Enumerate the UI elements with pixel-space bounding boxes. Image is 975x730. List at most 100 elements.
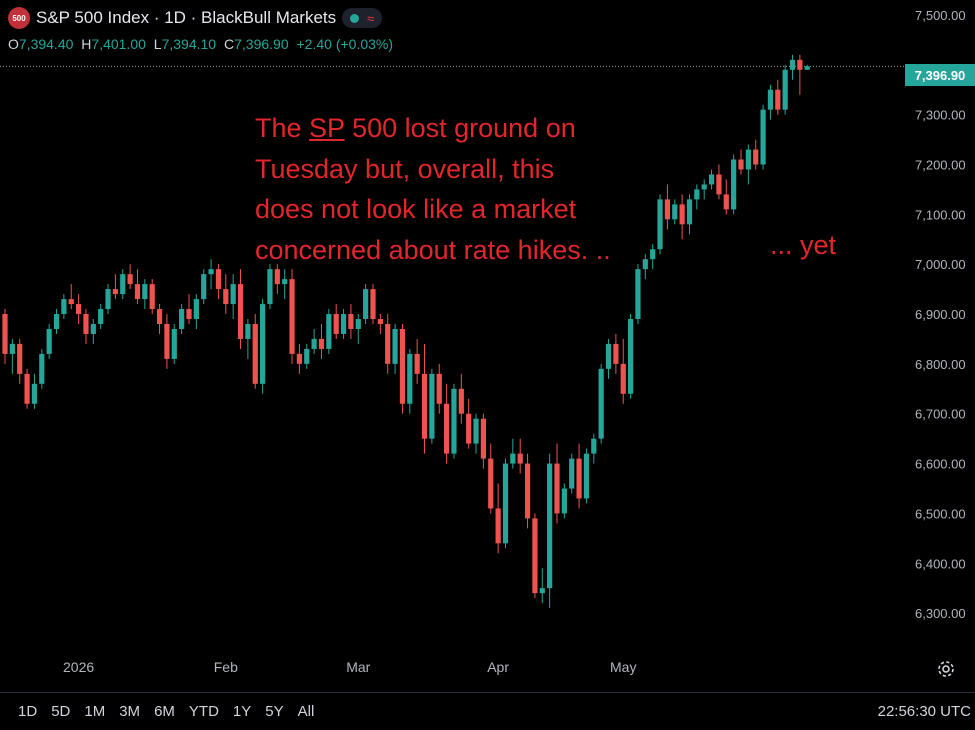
candle-body[interactable] [561, 488, 567, 514]
candle-body[interactable] [39, 353, 45, 384]
candle-body[interactable] [171, 328, 177, 359]
candle-body[interactable] [83, 314, 89, 334]
candle-body[interactable] [576, 458, 582, 499]
candle-body[interactable] [370, 289, 376, 320]
candle-body[interactable] [591, 438, 597, 454]
candle-body[interactable] [760, 109, 766, 165]
candle-body[interactable] [340, 314, 347, 334]
candle-body[interactable] [90, 324, 96, 334]
candle-body[interactable] [17, 343, 23, 374]
range-button-ytd[interactable]: YTD [188, 703, 219, 720]
candle-body[interactable] [694, 189, 700, 200]
candle-body[interactable] [686, 199, 693, 225]
candle-body[interactable] [797, 59, 803, 70]
candle-body[interactable] [782, 69, 788, 110]
candle-body[interactable] [149, 284, 155, 310]
candle-body[interactable] [458, 388, 464, 414]
candle-body[interactable] [9, 343, 15, 354]
range-button-all[interactable]: All [297, 703, 315, 720]
range-button-5y[interactable]: 5Y [265, 703, 284, 720]
candle-body[interactable] [657, 199, 663, 250]
candle-body[interactable] [53, 314, 60, 329]
candle-body[interactable] [333, 314, 339, 334]
candle-body[interactable] [554, 463, 560, 514]
candle-body[interactable] [524, 463, 531, 519]
candle-body[interactable] [179, 309, 185, 329]
candle-body[interactable] [68, 299, 74, 305]
candle-body[interactable] [326, 314, 332, 349]
candle-body[interactable] [296, 353, 302, 364]
candle-body[interactable] [318, 338, 325, 349]
candle-body[interactable] [46, 328, 52, 354]
range-button-3m[interactable]: 3M [119, 703, 141, 720]
symbol-badge[interactable]: 500 [8, 7, 30, 29]
candle-body[interactable] [289, 279, 295, 354]
candle-body[interactable] [723, 194, 729, 210]
candle-body[interactable] [24, 373, 30, 404]
candle-body[interactable] [620, 363, 626, 394]
candle-body[interactable] [399, 328, 406, 404]
candle-body[interactable] [267, 269, 273, 305]
candle-body[interactable] [738, 159, 744, 170]
candle-body[interactable] [569, 458, 575, 489]
candle-body[interactable] [215, 269, 222, 290]
candle-body[interactable] [112, 289, 118, 295]
candle-body[interactable] [502, 463, 509, 544]
candle-body[interactable] [708, 174, 715, 185]
status-pill[interactable]: ≈ [342, 8, 383, 28]
candle-body[interactable] [348, 314, 354, 329]
candle-body[interactable] [488, 458, 494, 509]
candle-body[interactable] [201, 274, 207, 300]
candle-body[interactable] [164, 324, 170, 359]
candle-body[interactable] [377, 319, 383, 324]
candle-body[interactable] [532, 518, 538, 594]
candle-body[interactable] [31, 383, 38, 404]
candle-body[interactable] [429, 373, 435, 439]
candle-body[interactable] [745, 149, 751, 170]
candle-body[interactable] [230, 284, 236, 305]
candle-body[interactable] [355, 319, 361, 329]
candlestick-chart[interactable]: 6,300.00 6,400.00 6,500.00 6,600.00 6,700.00… [0, 0, 975, 692]
candle-body[interactable] [613, 343, 619, 364]
candle-body[interactable] [731, 159, 737, 210]
candle-body[interactable] [223, 289, 229, 305]
candle-body[interactable] [245, 324, 251, 339]
candle-body[interactable] [628, 319, 634, 394]
candle-body[interactable] [480, 418, 486, 459]
candle-body[interactable] [473, 418, 479, 444]
range-button-1m[interactable]: 1M [84, 703, 106, 720]
candle-body[interactable] [61, 299, 67, 315]
candle-body[interactable] [142, 284, 148, 300]
candle-body[interactable] [156, 309, 163, 324]
candle-body[interactable] [414, 353, 420, 374]
candle-body[interactable] [539, 588, 545, 594]
candle-body[interactable] [282, 279, 288, 285]
chart-settings-button[interactable] [934, 657, 958, 681]
candle-body[interactable] [701, 184, 707, 190]
candle-body[interactable] [716, 174, 722, 195]
candle-body[interactable] [679, 204, 685, 225]
candle-body[interactable] [635, 269, 641, 320]
candle-body[interactable] [98, 309, 104, 324]
candle-body[interactable] [495, 508, 501, 544]
candle-body[interactable] [407, 353, 413, 404]
range-button-6m[interactable]: 6M [154, 703, 175, 720]
candle-body[interactable] [451, 388, 457, 454]
candle-body[interactable] [466, 413, 472, 444]
candle-body[interactable] [804, 66, 810, 70]
candle-body[interactable] [436, 373, 442, 404]
candle-body[interactable] [767, 89, 774, 110]
candle-body[interactable] [598, 368, 604, 439]
candle-body[interactable] [775, 89, 781, 110]
candle-body[interactable] [605, 343, 612, 369]
symbol-title[interactable]: S&P 500 Index · 1D · BlackBull Markets [36, 8, 337, 27]
candle-body[interactable] [642, 259, 648, 270]
candle-body[interactable] [392, 328, 398, 364]
candle-body[interactable] [753, 149, 759, 165]
candle-body[interactable] [76, 304, 82, 315]
candle-body[interactable] [127, 274, 133, 285]
candle-body[interactable] [672, 204, 678, 220]
candle-body[interactable] [444, 403, 450, 454]
candle-body[interactable] [134, 284, 141, 300]
candle-body[interactable] [517, 453, 523, 464]
